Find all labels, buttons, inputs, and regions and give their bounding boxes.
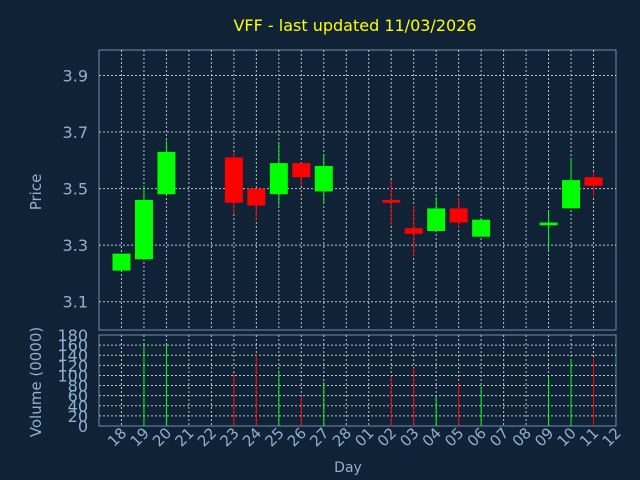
chart-title: VFF - last updated 11/03/2026 xyxy=(233,16,476,35)
candle-body xyxy=(314,165,333,192)
candle-body xyxy=(404,228,423,234)
price-tick-label: 3.7 xyxy=(63,123,88,142)
candle-body xyxy=(112,253,131,271)
volume-tick-label: 0 xyxy=(78,417,88,436)
volume-tick-label: 140 xyxy=(57,346,88,365)
price-tick-label: 3.1 xyxy=(63,293,88,312)
candle-body xyxy=(224,157,243,203)
volume-tick-label: 100 xyxy=(57,366,88,385)
volume-tick-label: 60 xyxy=(68,387,88,406)
candle-body xyxy=(292,163,311,178)
volume-tick-label: 20 xyxy=(68,407,88,426)
volume-tick-label: 180 xyxy=(57,326,88,345)
price-tick-label: 3.5 xyxy=(63,180,88,199)
candle-body xyxy=(134,199,153,260)
price-tick-label: 3.9 xyxy=(63,66,88,85)
volume-plot-frame xyxy=(98,334,617,427)
candle-body xyxy=(427,208,446,232)
volume-tick-label: 120 xyxy=(57,356,88,375)
candle-body xyxy=(472,219,491,237)
candle-body xyxy=(157,151,176,195)
volume-tick-label: 160 xyxy=(57,336,88,355)
price-plot-frame xyxy=(98,49,617,331)
candle-body xyxy=(269,163,288,195)
volume-panel: 0204060801001201401601801819202122232425… xyxy=(57,326,624,450)
price-axis-label: Price xyxy=(27,174,45,211)
price-tick-label: 3.3 xyxy=(63,236,88,255)
x-tick-label: 12 xyxy=(599,424,625,450)
price-panel: 3.1 3.3 3.5 3.7 3.9 xyxy=(63,49,617,331)
volume-tick-label: 40 xyxy=(68,397,88,416)
candle-body xyxy=(584,177,603,186)
candle-body xyxy=(539,222,558,226)
volume-axis-label: Volume (0000) xyxy=(27,327,45,437)
candle-body xyxy=(382,199,401,203)
candle-body xyxy=(247,188,266,206)
candle-body xyxy=(562,180,581,209)
candle-body xyxy=(449,208,468,223)
x-axis-label: Day xyxy=(334,460,362,476)
volume-tick-label: 80 xyxy=(68,377,88,396)
